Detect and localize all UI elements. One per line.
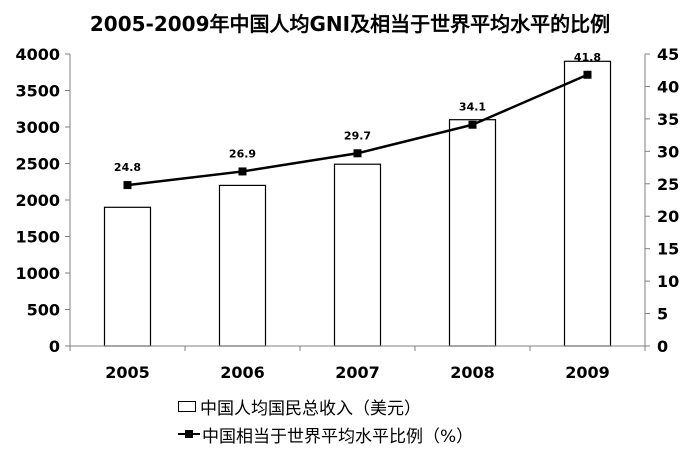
right-tick-label: 25 [657, 175, 679, 194]
bars-layer [103, 60, 612, 347]
bar-2009 [563, 60, 612, 347]
left-tick-label: 1500 [15, 228, 60, 247]
right-tick-label: 0 [657, 337, 668, 356]
right-tick-label: 35 [657, 110, 679, 129]
legend-bar-swatch [178, 400, 196, 412]
legend-item-bars: 中国人均国民总收入（美元） [178, 392, 473, 420]
left-tick-label: 3000 [15, 118, 60, 137]
right-tick-label: 30 [657, 142, 679, 161]
left-tick-label: 2000 [15, 191, 60, 210]
labels-layer: 24.8 26.9 29.7 34.1 41.8 [114, 51, 601, 174]
line-layer [123, 70, 592, 190]
left-tick-label: 500 [27, 301, 60, 320]
ratio-marker-2005 [123, 181, 132, 190]
ratio-data-label: 29.7 [344, 129, 371, 142]
ratio-marker-2007 [353, 149, 362, 158]
ratio-marker-2008 [468, 120, 477, 129]
ratio-marker-2009 [583, 70, 592, 79]
bar-2006 [218, 184, 267, 347]
right-tick-label: 40 [657, 77, 679, 96]
bar-2008 [448, 119, 497, 347]
legend: 中国人均国民总收入（美元） 中国相当于世界平均水平比例（%） [178, 392, 473, 448]
right-tick-label: 5 [657, 305, 668, 324]
x-tick-label: 2005 [105, 363, 150, 382]
x-tick-label: 2006 [220, 363, 265, 382]
legend-item-line: 中国相当于世界平均水平比例（%） [178, 420, 473, 448]
x-tick-label: 2007 [335, 363, 380, 382]
right-tick-label: 20 [657, 207, 679, 226]
x-tick-label: 2009 [565, 363, 610, 382]
left-tick-label: 1000 [15, 264, 60, 283]
ratio-data-label: 26.9 [229, 147, 256, 160]
right-tick-label: 10 [657, 272, 679, 291]
x-tick-label: 2008 [450, 363, 495, 382]
right-tick-label: 15 [657, 240, 679, 259]
left-tick-label: 4000 [15, 45, 60, 64]
left-tick-label: 2500 [15, 155, 60, 174]
chart-title: 2005-2009年中国人均GNI及相当于世界平均水平的比例 [89, 12, 611, 36]
bar-2005 [103, 206, 152, 347]
combo-chart: 0 500 1000 1500 2000 2500 3000 3500 4000 0 5 10 15 20… [15, 45, 679, 382]
ratio-marker-2006 [238, 167, 247, 176]
legend-bar-label: 中国人均国民总收入（美元） [200, 398, 421, 419]
left-tick-label: 0 [49, 337, 60, 356]
ratio-data-label: 34.1 [459, 101, 486, 114]
left-tick-label: 3500 [15, 82, 60, 101]
legend-line-label: 中国相当于世界平均水平比例（%） [202, 426, 474, 447]
legend-line-swatch [178, 428, 200, 440]
ratio-data-label: 24.8 [114, 161, 141, 174]
axes-layer: 0 500 1000 1500 2000 2500 3000 3500 4000 0 5 10 15 20… [15, 45, 679, 382]
bar-2007 [333, 163, 382, 347]
right-tick-label: 45 [657, 45, 679, 64]
ratio-data-label: 41.8 [574, 51, 601, 64]
